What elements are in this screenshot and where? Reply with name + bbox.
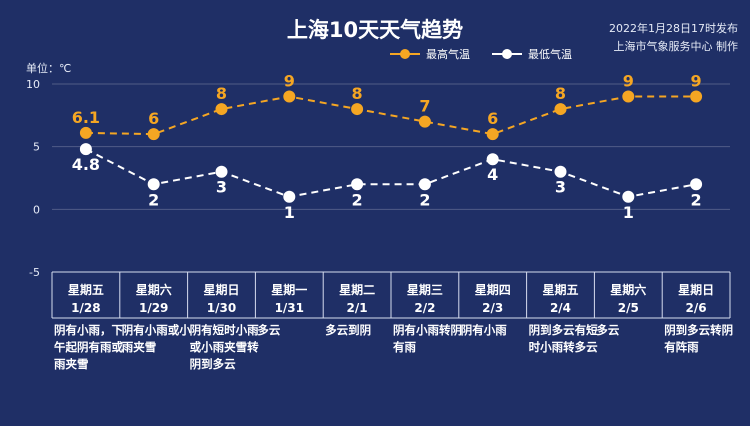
date-label: 1/31	[275, 301, 304, 315]
legend-swatch-point	[400, 49, 410, 59]
weather-description: 阴有小雨，下午起阴有雨或雨夹雪	[54, 323, 123, 371]
date-label: 1/29	[139, 301, 168, 315]
chart-title: 上海10天天气趋势	[286, 18, 464, 42]
high-temp-point	[622, 90, 635, 103]
weather-description: 阴有小雨转阴有雨	[393, 323, 462, 354]
high-temp-point	[486, 128, 499, 141]
high-temp-label: 8	[216, 84, 227, 103]
weather-description: 阴有小雨	[460, 323, 507, 337]
date-label: 2/4	[550, 301, 571, 315]
low-temp-label: 1	[284, 203, 295, 222]
weekday-label: 星期五	[68, 282, 104, 297]
high-temp-label: 9	[284, 72, 295, 91]
high-temp-label: 6	[487, 109, 498, 128]
high-temp-label: 9	[691, 72, 702, 91]
weather-description: 阴到多云有短时小雨转多云	[528, 323, 598, 354]
weekday-label: 星期日	[678, 282, 714, 297]
high-temp-line	[85, 95, 697, 136]
high-temp-point	[215, 103, 228, 116]
date-label: 2/5	[618, 301, 639, 315]
weekday-label: 星期三	[407, 282, 443, 297]
high-temp-label: 8	[555, 84, 566, 103]
y-tick-label: 10	[26, 78, 40, 91]
low-temp-point	[486, 153, 499, 166]
date-label: 2/2	[414, 301, 435, 315]
low-temp-line	[85, 148, 697, 198]
high-temp-label: 9	[623, 72, 634, 91]
weekday-label: 星期日	[203, 282, 239, 297]
low-temp-label: 3	[555, 178, 566, 197]
low-temp-point	[554, 165, 567, 178]
legend-label: 最高气温	[426, 47, 470, 61]
high-temp-point	[418, 115, 431, 128]
date-label: 1/30	[207, 301, 236, 315]
y-tick-label: -5	[29, 266, 40, 279]
high-temp-point	[554, 103, 567, 116]
issuer: 上海市气象服务中心 制作	[613, 40, 739, 53]
high-temp-label: 6	[148, 109, 159, 128]
y-tick-label: 5	[33, 141, 40, 154]
low-temp-label: 2	[691, 190, 702, 209]
date-label: 2/3	[482, 301, 503, 315]
high-temp-label: 6.1	[72, 108, 100, 127]
date-label: 2/1	[347, 301, 368, 315]
y-tick-label: 0	[33, 203, 40, 216]
high-temp-label: 8	[352, 84, 363, 103]
low-temp-point	[418, 178, 431, 191]
weather-description: 阴有小雨或小雨夹雪	[121, 323, 191, 354]
low-temp-label: 3	[216, 178, 227, 197]
low-temp-point	[351, 178, 364, 191]
low-temp-point	[147, 178, 160, 191]
high-temp-point	[147, 128, 160, 141]
weather-description: 多云到阴	[325, 323, 372, 337]
low-temp-label: 4	[487, 165, 498, 184]
weekday-label: 星期四	[475, 282, 511, 297]
unit-label: 单位：℃	[26, 62, 72, 75]
low-temp-label: 2	[352, 190, 363, 209]
low-temp-point	[215, 165, 228, 178]
low-temp-point	[283, 190, 296, 203]
weather-description: 多云	[257, 323, 281, 337]
weather-description: 阴有短时小雨或小雨夹雪转阴到多云	[189, 323, 259, 371]
low-temp-point	[622, 190, 635, 203]
low-temp-point	[79, 143, 92, 156]
high-temp-point	[283, 90, 296, 103]
low-temp-label: 4.8	[72, 155, 100, 174]
date-label: 1/28	[71, 301, 100, 315]
high-temp-point	[690, 90, 703, 103]
legend-label: 最低气温	[528, 47, 572, 61]
weekday-label: 星期二	[339, 282, 375, 297]
weekday-label: 星期一	[271, 282, 307, 297]
issue-time: 2022年1月28日17时发布	[609, 22, 738, 35]
weather-description: 多云	[596, 323, 620, 337]
low-temp-label: 1	[623, 203, 634, 222]
date-label: 2/6	[686, 301, 707, 315]
weekday-label: 星期五	[542, 282, 578, 297]
low-temp-point	[690, 178, 703, 191]
weekday-label: 星期六	[136, 282, 172, 297]
legend-swatch-point	[502, 49, 512, 59]
high-temp-point	[79, 126, 92, 139]
low-temp-label: 2	[419, 190, 430, 209]
weekday-label: 星期六	[610, 282, 646, 297]
low-temp-label: 2	[148, 190, 159, 209]
high-temp-label: 7	[419, 97, 430, 116]
high-temp-point	[351, 103, 364, 116]
weather-description: 阴到多云转阴有阵雨	[664, 323, 734, 354]
